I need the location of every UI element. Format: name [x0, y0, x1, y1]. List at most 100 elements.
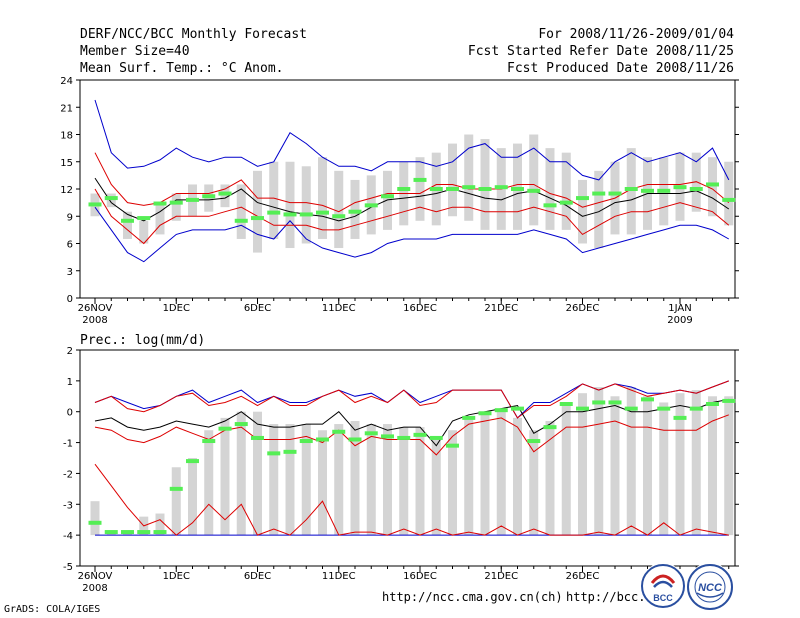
temp-median-mark	[169, 200, 183, 205]
prec-spread-box	[204, 430, 214, 536]
temp-x-tick-year: 2009	[667, 315, 692, 326]
temp-median-mark	[673, 185, 687, 190]
prec-median-mark	[104, 530, 118, 535]
prec-x-tick-label: 6DEC	[244, 571, 271, 582]
temp-spread-box	[480, 139, 490, 230]
temp-spread-box	[513, 143, 522, 230]
prec-max-line	[94, 380, 729, 419]
temp-median-mark	[104, 196, 118, 201]
temp-x-tick-label: 26NOV	[78, 303, 113, 314]
temp-median-mark	[624, 187, 638, 191]
prec-median-mark	[689, 406, 703, 411]
prec-median-mark	[218, 426, 232, 431]
prec-mean-line	[94, 398, 729, 447]
prec-median-mark	[121, 530, 134, 535]
prec-median-mark	[592, 400, 606, 405]
prec-spread-box	[431, 436, 441, 536]
temp-spread-box	[350, 179, 360, 239]
prec-median-mark	[527, 439, 541, 444]
temp-median-mark	[559, 200, 573, 205]
temp-min-line	[94, 206, 730, 263]
temp-spread-box	[269, 161, 279, 239]
prec-spread-box	[659, 402, 669, 536]
temp-spread-box	[106, 193, 116, 208]
temp-lower-line	[94, 188, 730, 245]
temp-x-tick-year: 2008	[82, 315, 107, 326]
temp-median-mark	[267, 210, 281, 215]
prec-spread-box	[350, 420, 360, 536]
prec-median-mark	[462, 415, 476, 420]
temp-median-mark	[511, 187, 524, 191]
prec-spread-box	[366, 424, 376, 536]
prec-median-mark	[559, 402, 573, 406]
prec-spread-box	[724, 396, 734, 536]
temp-y-tick-label: 9	[67, 212, 73, 223]
temp-median-mark	[592, 191, 606, 196]
prec-median-mark	[364, 431, 378, 436]
prec-x-tick-label: 11DEC	[322, 571, 356, 582]
temp-spread-box	[301, 166, 311, 244]
ncc-url[interactable]: http://ncc.cma.gov.cn(ch)	[382, 590, 563, 604]
prec-spread-box	[448, 430, 457, 536]
prec-x-tick-year: 2008	[82, 583, 107, 594]
temp-y-tick-label: 21	[60, 103, 73, 114]
temp-median-mark	[186, 197, 199, 202]
prec-spread-box	[236, 411, 246, 536]
prec-y-tick-label: -4	[63, 531, 73, 542]
prec-median-mark	[267, 451, 281, 456]
ncc-logo-text: NCC	[698, 582, 723, 594]
prec-spread-box	[269, 424, 279, 536]
prec-y-tick-label: 1	[67, 377, 73, 388]
title-line-2: Member Size=40	[80, 44, 190, 59]
prec-median-mark	[608, 400, 622, 405]
temp-y-tick-label: 3	[67, 267, 73, 278]
prec-panel-title: Prec.: log(mm/d)	[80, 333, 205, 348]
temp-spread-box	[171, 193, 181, 221]
prec-spread-box	[285, 424, 295, 536]
bcc-url[interactable]: http://bcc.c	[566, 590, 653, 604]
prec-median-mark	[186, 459, 199, 464]
temp-spread-box	[334, 170, 344, 249]
temp-median-mark	[478, 187, 492, 191]
prec-lower-line	[94, 414, 729, 456]
prec-median-mark	[283, 449, 297, 454]
temp-median-mark	[88, 202, 102, 207]
temp-median-mark	[283, 212, 297, 217]
temp-x-tick-label: 16DEC	[403, 303, 437, 314]
prec-spread-box	[155, 513, 165, 536]
bcc-logo: BCC	[640, 563, 686, 609]
prec-median-mark	[88, 520, 102, 525]
temp-median-mark	[722, 197, 736, 202]
prec-y-tick-label: -5	[63, 562, 73, 573]
prec-x-tick-label: 16DEC	[403, 571, 437, 582]
temp-spread-box	[561, 152, 571, 230]
temp-spread-box	[464, 134, 474, 221]
temp-median-mark	[153, 201, 167, 206]
prec-median-mark	[673, 415, 687, 420]
prec-median-mark	[706, 402, 719, 406]
prec-median-mark	[722, 398, 736, 403]
temp-upper-line	[94, 152, 730, 213]
temp-median-mark	[234, 218, 248, 223]
temp-spread-box	[123, 211, 132, 239]
temp-median-mark	[689, 187, 703, 191]
prec-y-tick-label: 2	[67, 346, 73, 357]
temp-median-mark	[202, 194, 216, 199]
prec-median-mark	[137, 530, 151, 535]
temp-median-mark	[121, 218, 134, 223]
prec-median-mark	[576, 406, 589, 411]
prec-y-tick-label: -3	[63, 500, 73, 511]
temp-median-mark	[348, 209, 362, 214]
prec-median-mark	[657, 406, 671, 411]
temp-max-line	[94, 99, 730, 181]
prec-spread-box	[90, 501, 100, 536]
prec-median-mark	[316, 437, 329, 442]
temp-median-mark	[218, 191, 232, 196]
prec-spread-box	[171, 467, 181, 536]
prec-median-mark	[332, 429, 346, 434]
produced-date: Fcst Produced Date 2008/11/26	[507, 61, 734, 76]
temp-spread-box	[318, 157, 327, 239]
temp-spread-box	[220, 184, 230, 208]
forecast-period: For 2008/11/26-2009/01/04	[538, 27, 734, 42]
